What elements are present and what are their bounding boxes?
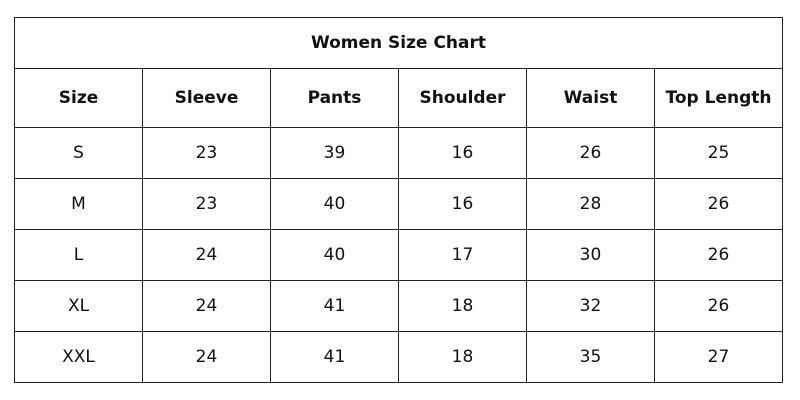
measurement-cell: 30 <box>526 229 655 281</box>
table-row: S 23 39 16 26 25 <box>14 127 783 179</box>
header-row: Size Sleeve Pants Shoulder Waist Top Length <box>14 68 783 128</box>
column-header: Pants <box>270 68 399 128</box>
size-cell: L <box>14 229 143 281</box>
measurement-cell: 17 <box>398 229 527 281</box>
size-cell: XL <box>14 280 143 332</box>
measurement-cell: 32 <box>526 280 655 332</box>
table-row: M 23 40 16 28 26 <box>14 178 783 230</box>
measurement-cell: 40 <box>270 229 399 281</box>
column-header: Sleeve <box>142 68 271 128</box>
table-row: XL 24 41 18 32 26 <box>14 280 783 332</box>
title-row: Women Size Chart <box>14 17 783 69</box>
size-chart-table: Women Size Chart Size Sleeve Pants Shoulder… <box>14 17 783 383</box>
column-header: Shoulder <box>398 68 527 128</box>
measurement-cell: 16 <box>398 178 527 230</box>
measurement-cell: 26 <box>654 280 783 332</box>
measurement-cell: 26 <box>526 127 655 179</box>
measurement-cell: 24 <box>142 229 271 281</box>
table-body: S 23 39 16 26 25 M 23 40 16 28 26 L 24 40 17 30 26 XL 24 41 1… <box>14 127 783 383</box>
size-cell: M <box>14 178 143 230</box>
measurement-cell: 26 <box>654 229 783 281</box>
measurement-cell: 26 <box>654 178 783 230</box>
measurement-cell: 18 <box>398 331 527 383</box>
table-row: XXL 24 41 18 35 27 <box>14 331 783 383</box>
measurement-cell: 41 <box>270 331 399 383</box>
measurement-cell: 23 <box>142 127 271 179</box>
measurement-cell: 35 <box>526 331 655 383</box>
column-header: Size <box>14 68 143 128</box>
measurement-cell: 39 <box>270 127 399 179</box>
measurement-cell: 25 <box>654 127 783 179</box>
measurement-cell: 28 <box>526 178 655 230</box>
measurement-cell: 27 <box>654 331 783 383</box>
measurement-cell: 41 <box>270 280 399 332</box>
column-header: Top Length <box>654 68 783 128</box>
measurement-cell: 24 <box>142 280 271 332</box>
measurement-cell: 40 <box>270 178 399 230</box>
measurement-cell: 23 <box>142 178 271 230</box>
table-title: Women Size Chart <box>14 17 783 69</box>
table-row: L 24 40 17 30 26 <box>14 229 783 281</box>
size-cell: XXL <box>14 331 143 383</box>
measurement-cell: 24 <box>142 331 271 383</box>
size-cell: S <box>14 127 143 179</box>
measurement-cell: 16 <box>398 127 527 179</box>
measurement-cell: 18 <box>398 280 527 332</box>
column-header: Waist <box>526 68 655 128</box>
